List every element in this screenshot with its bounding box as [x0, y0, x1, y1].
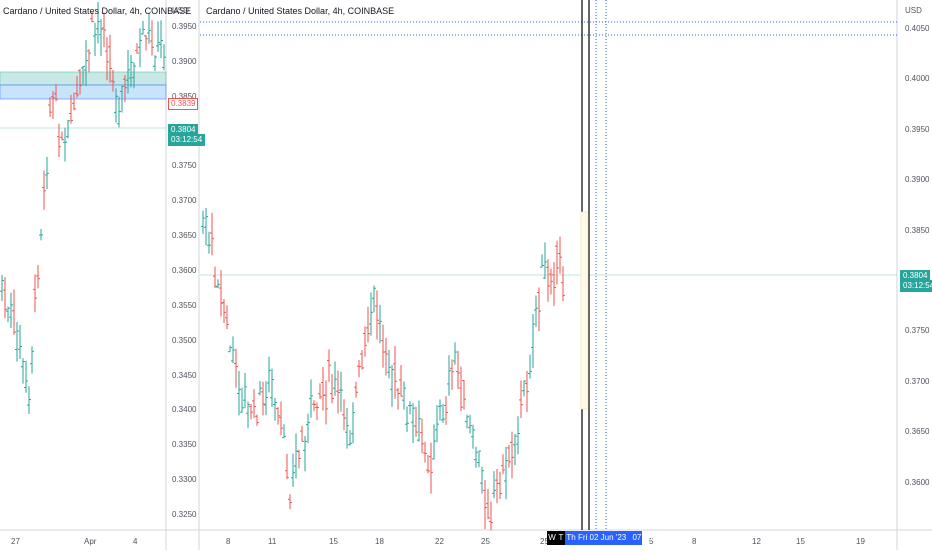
left-time-tick: Apr [84, 537, 97, 546]
right-time-tick: 15 [796, 537, 805, 546]
left-price-tick: 0.3500 [172, 335, 197, 345]
right-price-tick: 0.3600 [905, 477, 930, 487]
left-time-tick: 4 [133, 537, 138, 546]
right-price-tick: 0.3700 [905, 376, 930, 386]
left-price-tick: 0.3450 [172, 370, 197, 380]
right-time-tick: 18 [375, 537, 384, 546]
time-cursor-clock: 07:00 [632, 533, 653, 542]
left-price-tick: 0.3750 [172, 161, 197, 171]
left-alert-price-label: 0.3839 [168, 98, 199, 110]
right-price-tick: 0.4000 [905, 74, 930, 84]
projection-box [580, 211, 589, 410]
left-price-tick: 0.3350 [172, 440, 197, 450]
right-price-tick: 0.3950 [905, 124, 930, 134]
left-price-tick: 0.3700 [172, 196, 197, 206]
right-price-tick: 0.3650 [905, 427, 930, 437]
left-price-tick: 0.3600 [172, 265, 197, 275]
left-price-tick: 0.3250 [172, 509, 197, 519]
left-price-tick: 0.3850 [172, 91, 197, 101]
right-currency-label: USD [905, 6, 922, 15]
right-time-tick: 22 [435, 537, 444, 546]
left-price-tick: 0.3900 [172, 56, 197, 66]
left-price-tick: 0.3550 [172, 300, 197, 310]
right-time-tick: 15 [329, 537, 338, 546]
left-currency-label: USD [172, 6, 189, 15]
right-time-tick: 25 [540, 537, 549, 546]
right-time-tick: 5 [649, 537, 654, 546]
left-price-tick: 0.3950 [172, 22, 197, 31]
left-price-tick: 0.3650 [172, 231, 197, 241]
left-price-tick: 0.3300 [172, 475, 197, 485]
right-price-tick: 0.3900 [905, 175, 930, 185]
time-cursor-label: Fri 02 Jun '23 07:00 [577, 531, 652, 545]
right-last-price-label: 0.3804 [900, 270, 931, 282]
right-chart-legend: Cardano / United States Dollar, 4h, COIN… [206, 6, 395, 16]
left-time-tick: 27 [11, 537, 20, 546]
time-highlight-weekday-t: T [557, 531, 565, 545]
right-countdown-label: 03:12:54 [900, 280, 932, 292]
time-highlight-weekday-th: Th [565, 531, 577, 545]
right-time-tick: 12 [752, 537, 761, 546]
left-price-tick: 0.3400 [172, 405, 197, 415]
left-last-price-label: 0.3804 [168, 124, 199, 136]
right-time-tick: 8 [226, 537, 231, 546]
right-time-tick: 19 [856, 537, 865, 546]
left-countdown-label: 03:12:54 [168, 134, 206, 146]
time-cursor-date: Fri 02 Jun '23 [578, 533, 627, 542]
right-price-tick: 0.3850 [905, 225, 930, 235]
right-price-tick: 0.3750 [905, 326, 930, 336]
right-time-tick: 25 [481, 537, 490, 546]
time-highlight-weekday-w: W [547, 531, 557, 545]
right-time-tick: 8 [692, 537, 697, 546]
left-chart-legend: Cardano / United States Dollar, 4h, COIN… [3, 6, 192, 16]
right-price-tick: 0.4050 [905, 24, 930, 33]
right-time-tick: 11 [268, 537, 277, 546]
left-zone-blue [0, 84, 167, 100]
